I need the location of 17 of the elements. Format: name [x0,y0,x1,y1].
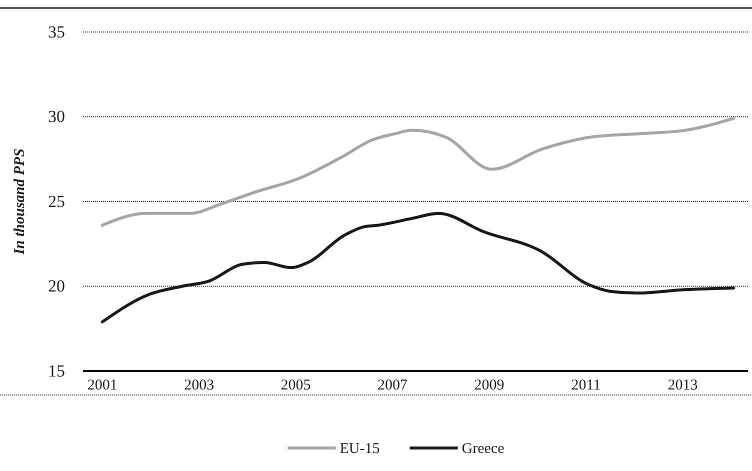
x-tick-label: 2007 [378,378,408,394]
x-tick-label: 2013 [668,378,698,394]
y-tick-label: 20 [48,276,65,296]
x-tick-label: 2011 [571,378,601,394]
legend-label: Greece [462,441,505,457]
y-tick-label: 30 [48,107,65,126]
line-series [100,212,735,324]
x-tick-label: 2001 [87,378,118,394]
y-tick-label: 25 [48,192,65,211]
y-tick-label: 35 [48,22,65,42]
y-axis-title: In thousand PPS [12,148,28,256]
y-tick-label: 15 [48,361,65,380]
x-tick-label: 2009 [474,378,504,394]
line-series [100,116,735,227]
legend-label: EU-15 [340,441,380,457]
x-tick-label: 2005 [280,378,311,394]
x-tick-label: 2003 [184,378,214,394]
